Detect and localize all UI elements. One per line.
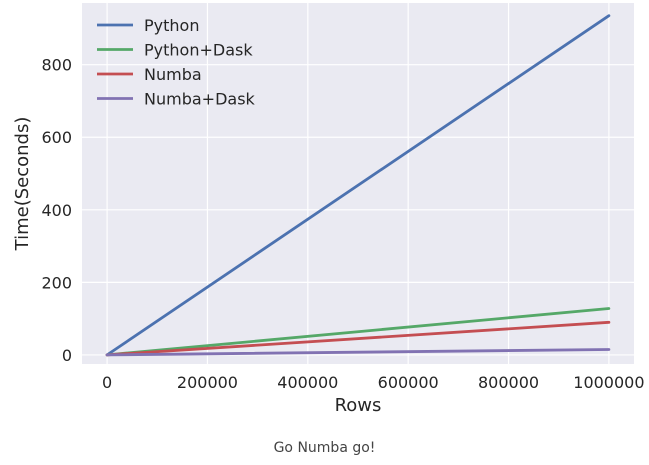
series-line-numba: [105, 320, 611, 357]
series-lines: [105, 14, 611, 357]
series-line-python-dask: [105, 307, 611, 357]
legend-label-numba: Numba: [144, 65, 202, 84]
caption: Go Numba go!: [273, 440, 376, 456]
legend-label-python: Python: [144, 16, 199, 35]
x-tick-label: 600000: [378, 373, 439, 392]
y-axis-label: Time(Seconds): [12, 117, 33, 252]
y-tick-label: 0: [62, 346, 72, 365]
series-line-numba-dask: [105, 348, 611, 357]
x-axis-label: Rows: [335, 395, 382, 416]
x-tick-label: 1000000: [573, 373, 644, 392]
x-tick-label: 800000: [478, 373, 539, 392]
legend: Python Python+Dask Numba Numba+Dask: [97, 16, 256, 109]
y-tick-label: 600: [41, 128, 72, 147]
series-line-python: [105, 14, 611, 357]
x-tick-labels: 0 200000 400000 600000 800000 1000000: [102, 373, 645, 392]
plot-area: [82, 3, 634, 364]
line-chart: 0 200000 400000 600000 800000 1000000 0 200 400…: [12, 3, 645, 416]
y-tick-labels: 0 200 400 600 800: [41, 56, 72, 365]
legend-label-python-dask: Python+Dask: [144, 41, 253, 60]
legend-label-numba-dask: Numba+Dask: [144, 90, 256, 109]
y-tick-label: 800: [41, 56, 72, 75]
y-tick-label: 200: [41, 273, 72, 292]
x-tick-label: 200000: [177, 373, 238, 392]
x-tick-label: 0: [102, 373, 112, 392]
y-tick-label: 400: [41, 201, 72, 220]
x-tick-label: 400000: [277, 373, 338, 392]
grid: [82, 3, 634, 364]
